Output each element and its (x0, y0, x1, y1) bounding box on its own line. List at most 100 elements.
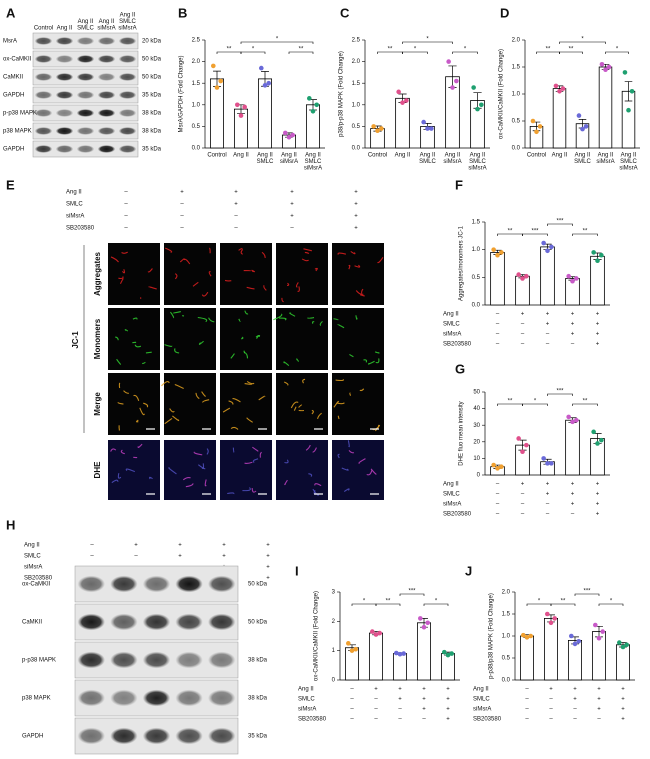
significance-label: ** (508, 229, 513, 235)
cell-signal (232, 398, 241, 403)
data-point (450, 85, 455, 90)
blot-band (175, 727, 203, 745)
condition-sign: + (596, 322, 600, 328)
blot-band (77, 613, 105, 631)
condition-sign: + (596, 492, 600, 498)
condition-sign: – (521, 322, 525, 328)
micrograph (164, 243, 216, 305)
condition-sign: + (266, 554, 270, 560)
cell-signal (263, 284, 267, 291)
cell-signal (361, 288, 364, 294)
data-point (495, 466, 500, 471)
cell-signal (363, 359, 368, 363)
data-point (421, 624, 427, 630)
data-point (425, 126, 430, 131)
blot-band (142, 575, 171, 593)
blot-band (175, 575, 203, 593)
blot-band (76, 91, 95, 99)
significance-label: *** (531, 229, 539, 235)
cell-signal (314, 267, 318, 272)
lane-label: Ang II (57, 26, 73, 32)
data-point (397, 651, 403, 657)
blot-band (208, 689, 236, 707)
cell-signal (111, 479, 119, 484)
cell-signal (360, 294, 365, 297)
significance-label: ** (508, 399, 513, 405)
data-point (591, 250, 596, 255)
cell-signal (172, 311, 181, 314)
condition-sign: – (521, 502, 525, 508)
cell-signal (174, 273, 178, 280)
cell-signal (337, 415, 340, 420)
condition-label: siMsrA (443, 502, 461, 508)
condition-label: siMsrA (298, 707, 316, 713)
blot-size-label: 20 kDa (142, 39, 162, 45)
significance-bracket (559, 51, 583, 54)
condition-sign: – (549, 717, 553, 723)
x-tick-label: siMsrA (468, 166, 486, 172)
y-tick-label: 0.5 (472, 275, 481, 281)
cell-signal (174, 348, 180, 354)
data-point (541, 240, 546, 246)
x-tick-label: SMLC (574, 159, 591, 165)
blot-band (34, 145, 53, 153)
bar (368, 632, 383, 681)
bar (590, 255, 605, 306)
cell-signal (179, 258, 185, 263)
blot-band (208, 727, 236, 745)
cell-signal (201, 291, 209, 297)
data-point (353, 646, 358, 652)
y-axis-label: Aggregates/monomers JC-1 (459, 225, 465, 301)
cell-signal (125, 468, 136, 473)
cell-signal (347, 440, 350, 448)
y-tick-label: 0.5 (192, 124, 201, 130)
data-point (442, 649, 447, 655)
blot-band (175, 689, 203, 707)
lane-label: Ang II (99, 19, 115, 25)
data-point (479, 102, 484, 108)
cell-signal (350, 250, 356, 255)
condition-label: SB203580 (473, 717, 502, 723)
blot-band (175, 613, 203, 631)
condition-sign: + (422, 687, 426, 693)
data-point (491, 247, 496, 252)
condition-sign: + (354, 202, 358, 208)
cell-signal (208, 247, 211, 254)
significance-label: * (616, 47, 619, 53)
blot-band (34, 37, 53, 45)
condition-sign: + (546, 492, 550, 498)
condition-sign: + (571, 312, 575, 318)
error-bar (624, 81, 633, 102)
x-tick-label: SMLC (469, 159, 486, 165)
bar (616, 644, 631, 681)
data-point (617, 640, 622, 645)
condition-sign: + (290, 202, 294, 208)
cell-signal (289, 312, 296, 317)
panel-label: H (6, 517, 15, 532)
significance-bracket (240, 51, 266, 54)
cell-signal (337, 324, 345, 329)
condition-sign: + (596, 482, 600, 488)
data-point (404, 98, 409, 103)
panel-label: G (455, 361, 465, 376)
condition-label: Ang II (298, 687, 314, 693)
cell-signal (293, 406, 297, 411)
condition-label: SB203580 (443, 512, 472, 518)
data-point (524, 442, 529, 448)
condition-sign: + (573, 687, 577, 693)
blot-band (208, 613, 236, 631)
cell-signal (137, 443, 143, 448)
data-point (557, 89, 562, 94)
condition-sign: – (525, 687, 529, 693)
y-tick-label: 2.0 (192, 59, 201, 65)
x-tick-label: siMsrA (619, 166, 637, 172)
significance-bracket (598, 603, 624, 606)
panel-label: D (500, 5, 509, 20)
cell-signal (142, 361, 146, 365)
condition-sign: – (290, 226, 294, 232)
condition-label: Ang II (66, 190, 82, 196)
x-tick-label: Ang II (621, 153, 637, 159)
significance-bracket (452, 51, 478, 54)
condition-sign: – (234, 226, 238, 232)
x-tick-label: Ang II (598, 153, 614, 159)
